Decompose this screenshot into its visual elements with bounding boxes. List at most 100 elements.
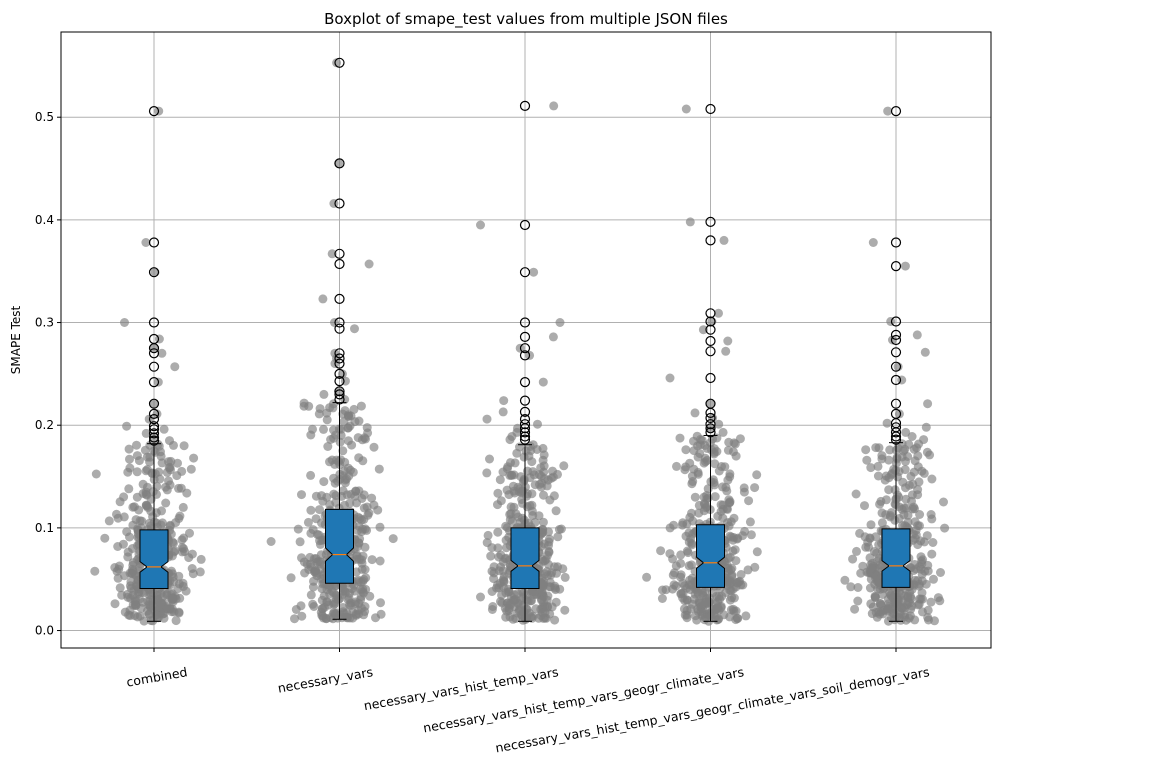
scatter-point [145, 590, 155, 600]
scatter-point [348, 467, 358, 477]
scatter-point [877, 451, 887, 461]
scatter-point [933, 593, 943, 603]
scatter-point [486, 551, 496, 561]
scatter-point [692, 431, 702, 441]
scatter-point [870, 592, 880, 602]
box-body [510, 527, 540, 589]
scatter-point [658, 585, 667, 595]
scatter-point [293, 524, 303, 534]
scatter-point [700, 613, 710, 623]
scatter-point [717, 591, 727, 601]
scatter-point [527, 457, 537, 467]
outlier-point [519, 414, 531, 425]
scatter-point [124, 444, 134, 454]
scatter-point [188, 569, 198, 579]
scatter-point [178, 502, 188, 512]
scatter-point [503, 523, 512, 533]
scatter-point [899, 503, 909, 513]
scatter-point [356, 401, 366, 411]
scatter-point [926, 597, 936, 607]
scatter-point [928, 538, 938, 547]
outlier-point [705, 235, 716, 246]
scatter-point [531, 604, 541, 614]
scatter-point [904, 439, 914, 449]
scatter-point [723, 475, 733, 485]
outlier-point [519, 427, 531, 438]
scatter-point [502, 464, 512, 474]
scatter-point [312, 557, 322, 567]
scatter-point [345, 421, 355, 431]
outlier-point [890, 374, 902, 386]
y-axis-label: SMAPE Test [9, 305, 23, 374]
scatter-point [388, 534, 398, 544]
scatter-point [723, 518, 732, 528]
scatter-point [895, 609, 905, 619]
scatter-point [179, 533, 189, 543]
scatter-point [683, 548, 693, 558]
scatter-point [100, 533, 110, 543]
box-5 [881, 105, 911, 622]
scatter-point [530, 518, 540, 527]
scatter-point [893, 362, 903, 372]
scatter-point [329, 433, 339, 443]
scatter-point [668, 554, 678, 564]
scatter-point [495, 475, 505, 485]
scatter-point [125, 532, 134, 542]
scatter-point [308, 599, 318, 609]
scatter-point [876, 496, 886, 506]
scatter-point [727, 593, 737, 603]
scatter-point [901, 615, 911, 625]
scatter-point [369, 500, 379, 510]
scatter-point [331, 491, 341, 501]
outlier-point [148, 105, 160, 117]
outlier-point [519, 419, 531, 430]
scatter-point [355, 534, 365, 544]
scatter-point [354, 486, 364, 496]
scatter-point [741, 611, 751, 621]
scatter-point [901, 427, 911, 437]
scatter-point [358, 576, 368, 586]
scatter-point [131, 571, 141, 581]
scatter-point [866, 463, 876, 473]
scatter-point [110, 599, 120, 609]
scatter-point [556, 524, 566, 534]
scatter-point [923, 605, 933, 615]
scatter-point [529, 267, 539, 277]
scatter-point [890, 615, 900, 625]
scatter-point [886, 317, 896, 326]
scatter-point [883, 106, 893, 116]
outlier-point [334, 353, 345, 364]
scatter-point [315, 505, 324, 515]
scatter-point [158, 518, 167, 528]
scatter-point [736, 570, 746, 579]
outlier-point [890, 422, 902, 433]
outlier-point [148, 408, 160, 419]
scatter-point [869, 547, 879, 556]
scatter-point [693, 606, 703, 616]
scatter-point [496, 496, 506, 506]
scatter-point [721, 482, 731, 492]
outlier-point [334, 386, 345, 397]
scatter-point [542, 481, 552, 491]
scatter-point [139, 616, 149, 626]
outlier-point [148, 348, 160, 359]
outlier-point [705, 372, 716, 384]
scatter-point [513, 598, 523, 608]
outlier-point [705, 308, 716, 319]
outlier-point [334, 358, 345, 369]
outlier-point [705, 316, 716, 327]
y-tick-label: 0.0 [35, 624, 54, 638]
scatter-point [186, 464, 196, 474]
scatter-point [700, 440, 710, 450]
scatter-point [362, 502, 372, 512]
outlier-point [705, 419, 716, 430]
scatter-point [549, 491, 559, 501]
scatter-point [508, 614, 518, 624]
scatter-point [521, 613, 531, 623]
outlier-point [519, 219, 531, 231]
scatter-point [141, 428, 151, 438]
scatter-point [119, 492, 129, 502]
scatter-point [676, 558, 686, 568]
